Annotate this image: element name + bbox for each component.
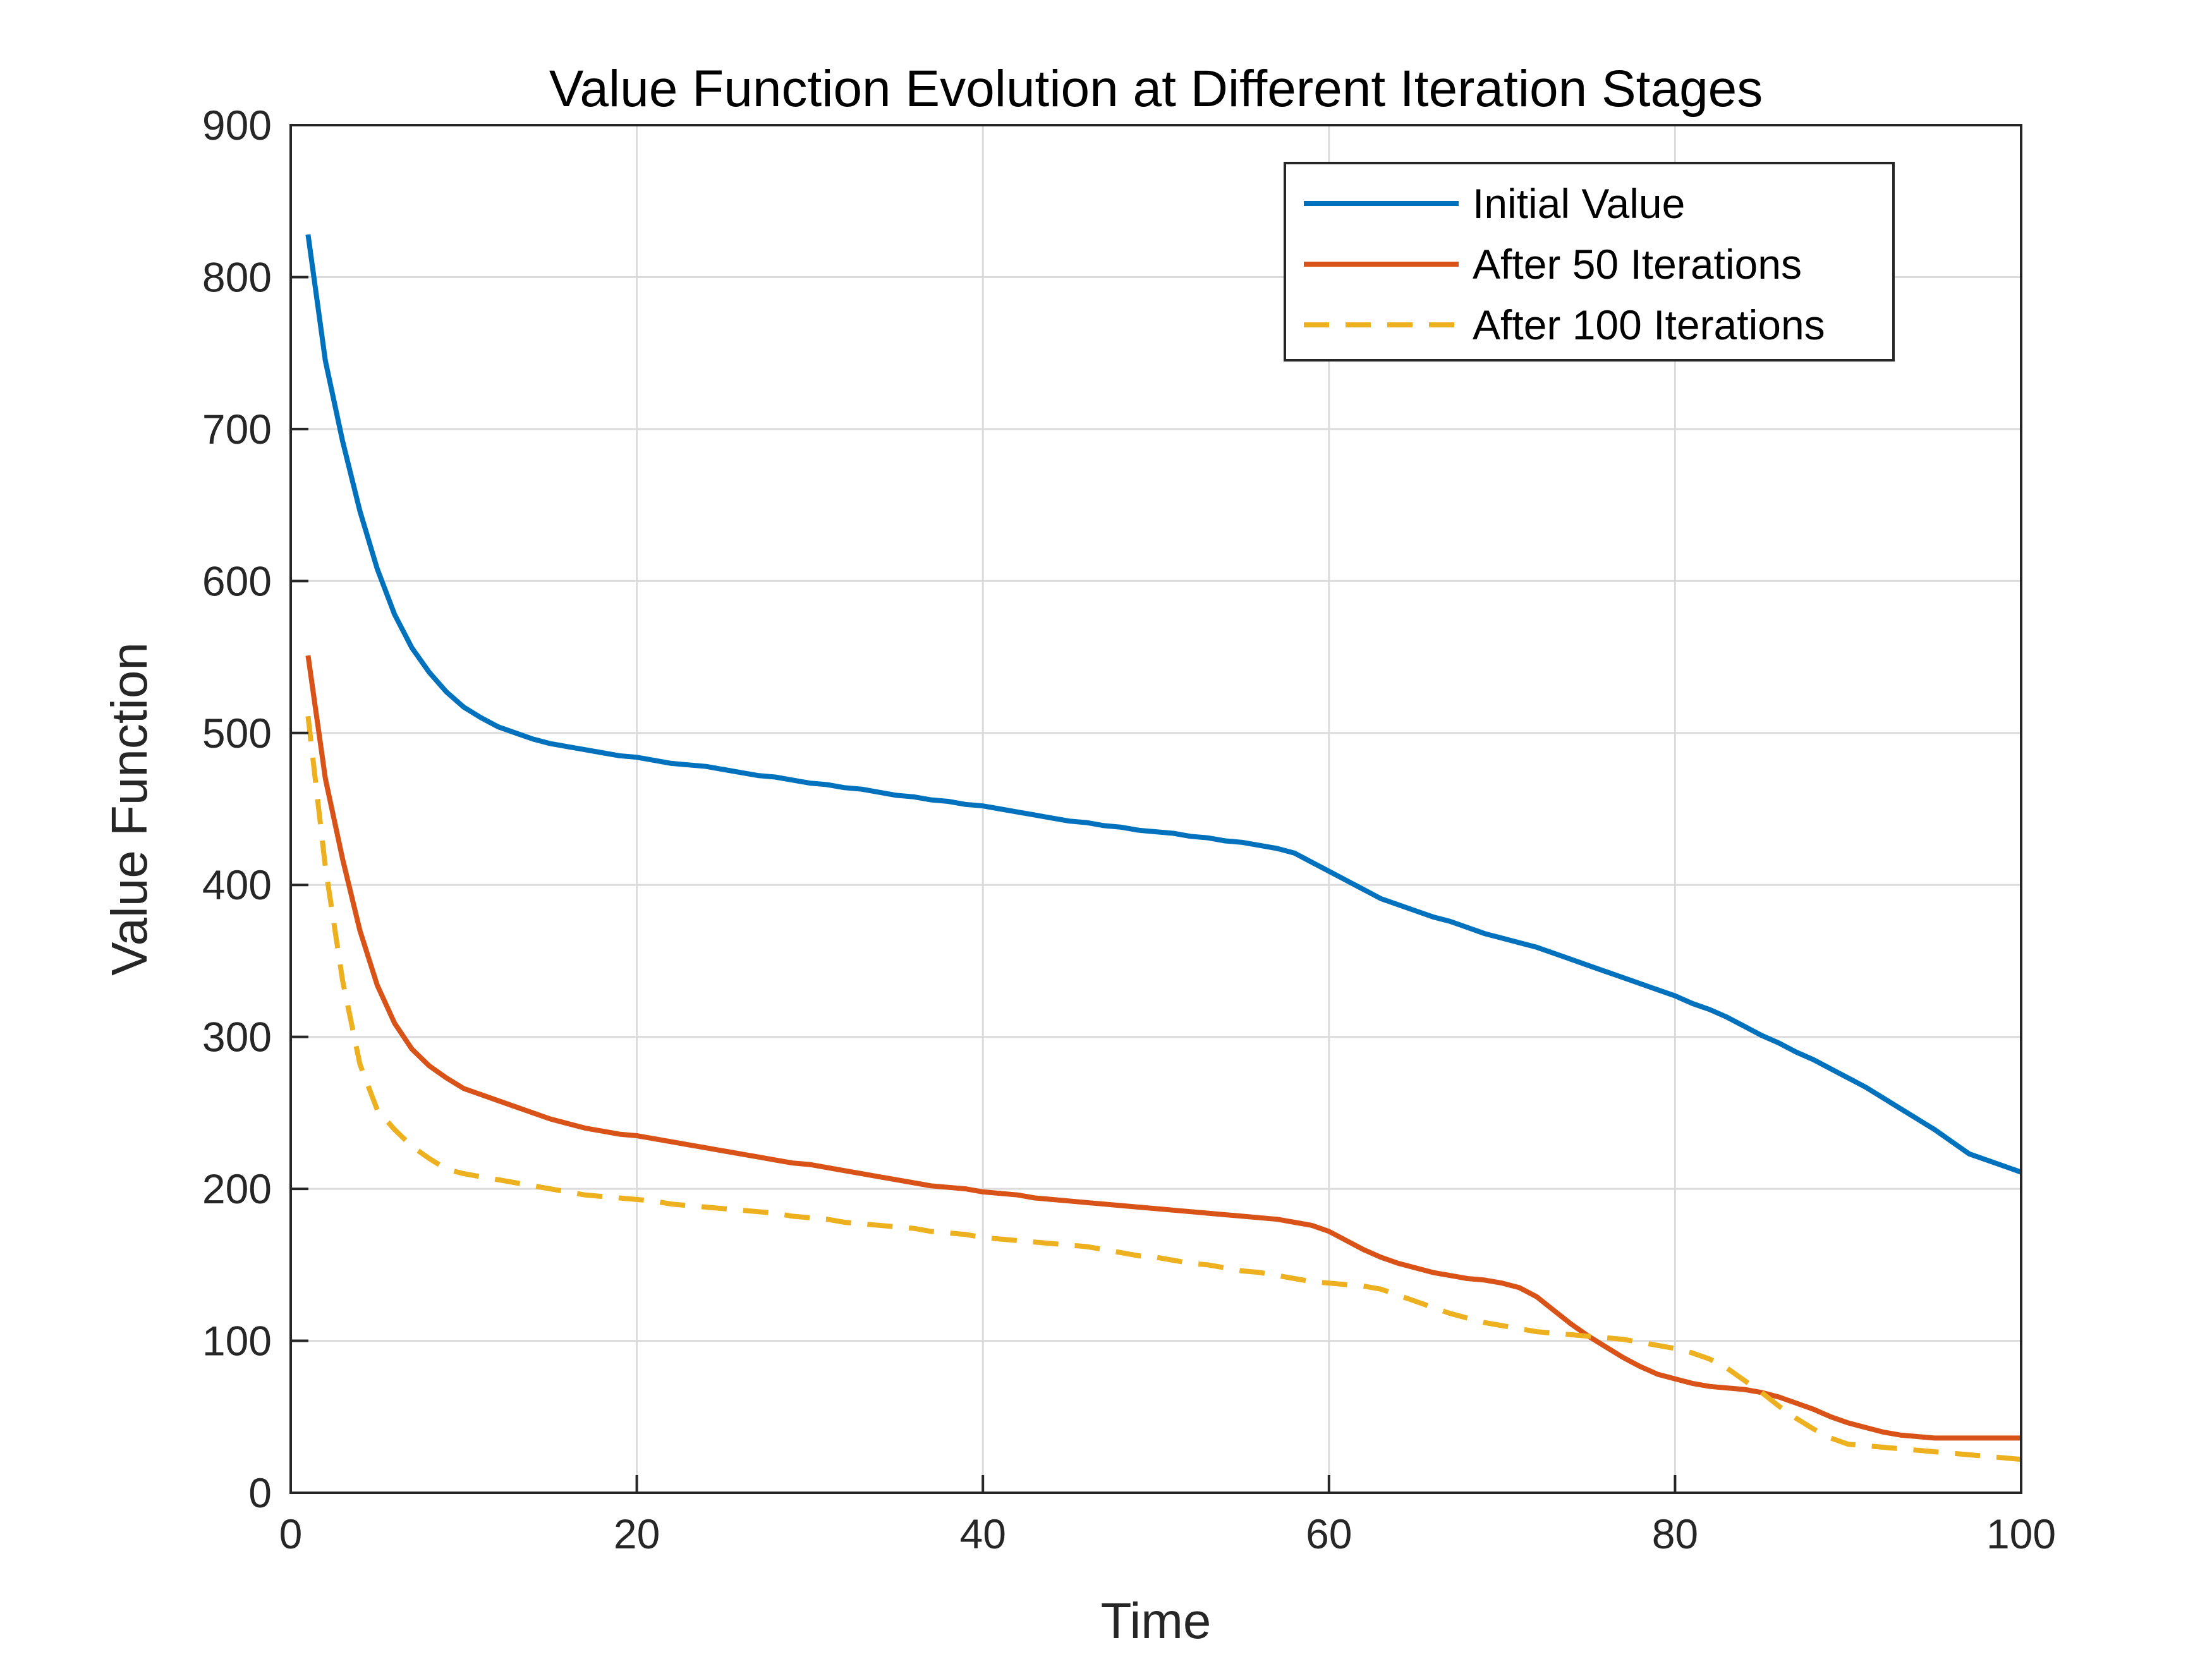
y-tick-label: 300 [202,1014,272,1060]
x-axis-label: Time [1101,1593,1212,1649]
series-line-2 [305,655,2021,1441]
y-tick-label: 100 [202,1318,272,1364]
series-line-3 [305,715,2022,1462]
y-tick-label: 900 [202,102,272,149]
legend: Initial Value After 50 Iterations After … [1284,162,1895,362]
y-tick-label: 200 [202,1165,272,1212]
y-tick-label: 600 [202,557,272,604]
chart-title: Value Function Evolution at Different It… [549,60,1763,118]
x-tick-label: 60 [1306,1510,1352,1557]
grid [289,124,2022,1494]
y-tick-label: 500 [202,710,272,757]
axis-ticks: 0 20 40 60 80 100 0 100 200 300 400 500 600 700 800 900 [202,102,2056,1557]
x-tick-label: 80 [1652,1510,1698,1557]
plot-area-frame [289,124,2022,1494]
legend-label-after-50: After 50 Iterations [1473,241,1802,288]
x-tick-label: 0 [279,1510,303,1557]
y-tick-label: 700 [202,406,272,453]
y-tick-label: 800 [202,253,272,300]
y-tick-label: 0 [248,1469,272,1516]
series-lines [305,234,2022,1462]
x-tick-label: 20 [614,1510,660,1557]
y-tick-label: 400 [202,861,272,908]
series-line-1 [305,234,2022,1175]
x-tick-label: 100 [1986,1510,2056,1557]
legend-label-initial-value: Initial Value [1473,180,1685,227]
legend-label-after-100: After 100 Iterations [1473,301,1825,348]
x-tick-label: 40 [959,1510,1006,1557]
y-axis-label: Value Function [101,642,157,976]
